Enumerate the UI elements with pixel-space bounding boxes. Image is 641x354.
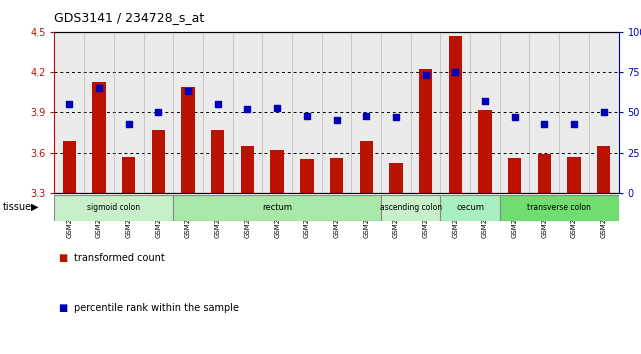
Text: sigmoid colon: sigmoid colon [87, 204, 140, 212]
Bar [173, 195, 381, 221]
Bar [470, 32, 500, 193]
Point [539, 121, 549, 126]
Bar [54, 32, 84, 193]
Bar [122, 157, 135, 193]
Bar [351, 32, 381, 193]
Text: transformed count: transformed count [74, 253, 165, 263]
Bar [508, 158, 521, 193]
Point [183, 88, 193, 94]
Bar [114, 32, 144, 193]
Bar [597, 146, 610, 193]
Text: percentile rank within the sample: percentile rank within the sample [74, 303, 238, 313]
Point [153, 109, 163, 115]
Point [242, 106, 253, 112]
Bar [92, 81, 106, 193]
Bar [271, 150, 284, 193]
Bar [330, 158, 343, 193]
Text: ascending colon: ascending colon [379, 204, 442, 212]
Bar [538, 154, 551, 193]
Bar [262, 32, 292, 193]
Bar [440, 195, 500, 221]
Bar [449, 36, 462, 193]
Bar [54, 195, 173, 221]
Bar [478, 110, 492, 193]
Bar [233, 32, 262, 193]
Bar [500, 32, 529, 193]
Bar [567, 157, 581, 193]
Text: tissue: tissue [3, 202, 32, 212]
Bar [529, 32, 559, 193]
Bar [322, 32, 351, 193]
Point [94, 85, 104, 91]
Point [391, 114, 401, 120]
Point [302, 113, 312, 119]
Bar [152, 130, 165, 193]
Text: rectum: rectum [262, 204, 292, 212]
Point [64, 102, 74, 107]
Text: GDS3141 / 234728_s_at: GDS3141 / 234728_s_at [54, 11, 204, 24]
Text: ▶: ▶ [31, 202, 38, 212]
Bar [360, 141, 373, 193]
Bar [241, 146, 254, 193]
Bar [203, 32, 233, 193]
Point [480, 98, 490, 104]
Point [331, 118, 342, 123]
Point [569, 121, 579, 126]
Bar [381, 32, 411, 193]
Bar [559, 32, 589, 193]
Text: cecum: cecum [456, 204, 484, 212]
Bar [63, 141, 76, 193]
Point [450, 69, 460, 75]
Bar [381, 195, 440, 221]
Point [361, 113, 371, 119]
Point [599, 109, 609, 115]
Bar [292, 32, 322, 193]
Text: transverse colon: transverse colon [528, 204, 591, 212]
Bar [440, 32, 470, 193]
Point [420, 73, 431, 78]
Point [510, 114, 520, 120]
Bar [411, 32, 440, 193]
Bar [181, 87, 195, 193]
Point [124, 121, 134, 126]
Bar [500, 195, 619, 221]
Bar [173, 32, 203, 193]
Bar [84, 32, 114, 193]
Bar [211, 130, 224, 193]
Point [272, 105, 282, 110]
Point [213, 102, 223, 107]
Bar [419, 69, 432, 193]
Bar [300, 159, 313, 193]
Text: ■: ■ [58, 253, 67, 263]
Text: ■: ■ [58, 303, 67, 313]
Bar [389, 164, 403, 193]
Bar [589, 32, 619, 193]
Bar [144, 32, 173, 193]
